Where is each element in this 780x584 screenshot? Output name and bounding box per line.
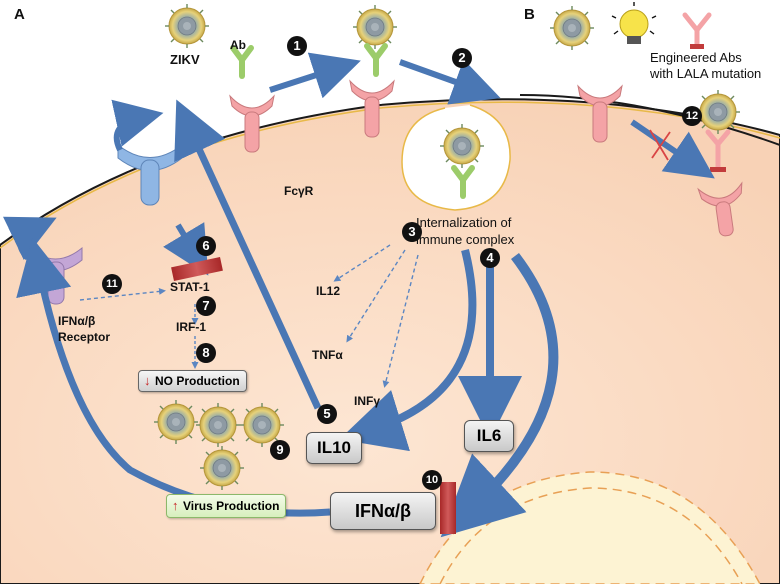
virus-production-box: ↑ Virus Production <box>166 494 287 518</box>
stat1-label: STAT-1 <box>170 280 210 294</box>
to-il12-arrow <box>333 244 391 282</box>
lala-complex-virion-icon <box>695 89 741 135</box>
step-8-badge: 8 <box>196 343 216 363</box>
tnf-label: TNFα <box>312 348 343 362</box>
panel-b-label: B <box>524 6 535 23</box>
step-7-badge: 7 <box>196 296 216 316</box>
down-arrow-icon: ↓ <box>144 373 151 388</box>
il12-label: IL12 <box>316 284 341 298</box>
lightbulb-icon <box>611 2 657 44</box>
progeny-virion-icon <box>199 445 245 491</box>
step-5-badge: 5 <box>317 404 337 424</box>
ifn-receptor-label-1: IFNα/β <box>58 314 96 328</box>
step-3-badge: 3 <box>402 222 422 242</box>
il10-receptor-icon <box>117 143 183 206</box>
il10-box: IL10 <box>306 432 362 464</box>
step-9-badge: 9 <box>270 440 290 460</box>
to-tnf-arrow <box>346 249 406 343</box>
stat1-inhibition-bar <box>171 256 223 282</box>
lala-antibody-icon <box>682 12 712 49</box>
ifn-receptor-label-2: Receptor <box>58 330 111 344</box>
il10-signal-arrow <box>163 222 209 276</box>
internalization-label-1: Internalization of <box>416 215 512 230</box>
blocked-binding-arrow <box>630 119 715 179</box>
step-1-badge: 1 <box>287 36 307 56</box>
internalization-label-2: immune complex <box>416 232 515 247</box>
to-infg-arrow <box>382 254 419 388</box>
internalized-virion-icon <box>439 123 485 169</box>
ifnab-inhibition-bar <box>440 482 456 534</box>
binding-arrow <box>269 52 361 99</box>
step-10-badge: 10 <box>422 470 442 490</box>
no-production-box: ↓ NO Production <box>138 370 247 392</box>
infg-label: INFγ <box>354 394 381 408</box>
engineered-abs-label-1: Engineered Abs <box>650 50 742 65</box>
to-il10-arrow <box>339 249 477 452</box>
irf1-label: IRF-1 <box>176 320 206 334</box>
ifnab-box: IFNα/β <box>330 492 436 530</box>
step-6-badge: 6 <box>196 236 216 256</box>
bound-antibody-icon <box>367 46 385 74</box>
zikv-label: ZIKV <box>170 52 200 67</box>
il6-box: IL6 <box>464 420 514 452</box>
virus-production-text: Virus Production <box>183 499 280 513</box>
zikv-virion-icon <box>164 3 210 49</box>
progeny-virion-icon <box>195 402 241 448</box>
block-cross-icon <box>649 129 671 161</box>
ab-label: Ab <box>230 38 246 52</box>
engineered-abs-label-2: with LALA mutation <box>650 66 762 81</box>
no-production-text: NO Production <box>155 374 240 388</box>
step-2-badge: 2 <box>452 48 472 68</box>
internalization-arrow <box>398 59 501 105</box>
step-12-badge: 12 <box>682 106 702 126</box>
to-ifnab-arrow <box>440 252 559 538</box>
il10-binding-arrow <box>111 99 164 152</box>
antibody-icon <box>233 48 251 76</box>
up-arrow-icon: ↑ <box>172 498 179 513</box>
il10-secretion-arrow <box>174 99 322 410</box>
step-11-badge: 11 <box>102 274 122 294</box>
immune-complex-virion-icon <box>352 4 398 50</box>
unbound-fcgr-receptor-icon <box>697 181 743 237</box>
fcr-label: FcγR <box>284 184 314 198</box>
step-4-badge: 4 <box>480 248 500 268</box>
zikv-virion-b-icon <box>549 5 595 51</box>
panel-a-label: A <box>14 6 25 23</box>
progeny-virion-icon <box>153 399 199 445</box>
